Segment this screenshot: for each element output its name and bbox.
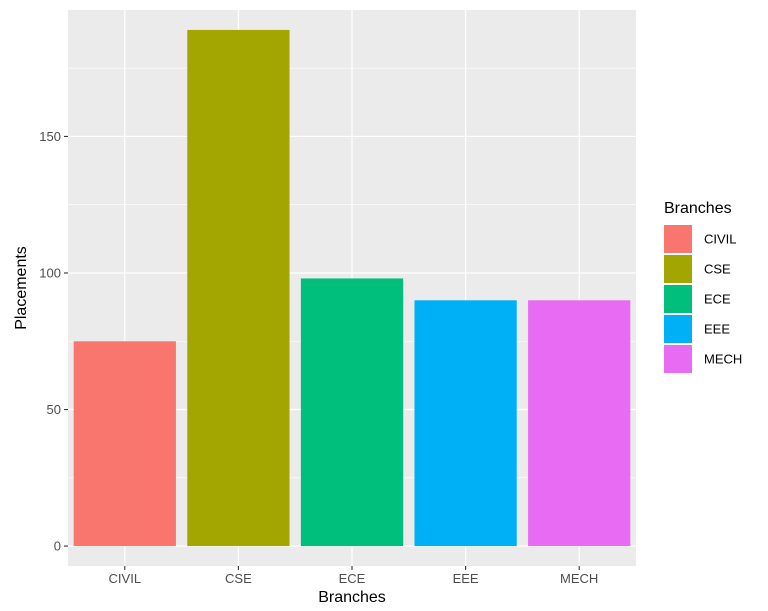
legend: Branches CIVIL CSE ECE EEE MECH	[664, 200, 742, 373]
bar-mech	[528, 300, 631, 547]
y-tick-label: 100	[39, 265, 61, 280]
y-axis-title: Placements	[13, 246, 30, 330]
legend-title: Branches	[664, 200, 732, 217]
bar-civil	[73, 341, 176, 547]
x-tick-label: ECE	[339, 571, 366, 586]
legend-label-civil: CIVIL	[704, 232, 737, 247]
bar-cse	[187, 29, 290, 547]
y-axis: 0 50 100 150	[39, 129, 68, 554]
legend-key-cse	[664, 255, 692, 283]
x-tick-label: MECH	[560, 571, 598, 586]
legend-label-eee: EEE	[704, 322, 730, 337]
x-tick-label: CIVIL	[109, 571, 142, 586]
legend-key-ece	[664, 285, 692, 313]
legend-label-ece: ECE	[704, 292, 731, 307]
x-tick-label: CSE	[225, 571, 252, 586]
x-axis: CIVIL CSE ECE EEE MECH	[109, 566, 598, 586]
legend-key-civil	[664, 225, 692, 253]
legend-key-eee	[664, 315, 692, 343]
y-tick-label: 150	[39, 129, 61, 144]
x-axis-title: Branches	[318, 589, 386, 606]
bar-eee	[414, 300, 517, 547]
legend-label-mech: MECH	[704, 352, 742, 367]
bars	[73, 29, 631, 547]
legend-label-cse: CSE	[704, 262, 731, 277]
y-tick-label: 0	[54, 539, 61, 554]
x-tick-label: EEE	[453, 571, 479, 586]
bar-ece	[300, 278, 404, 547]
legend-key-mech	[664, 345, 692, 373]
y-tick-label: 50	[47, 402, 61, 417]
